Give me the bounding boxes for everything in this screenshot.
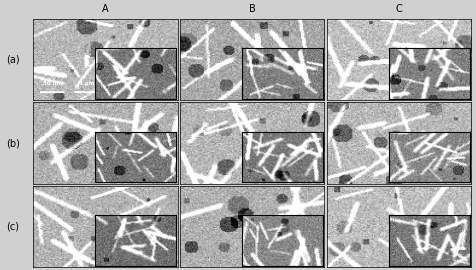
Text: A: A bbox=[102, 4, 109, 14]
Text: 5 μm: 5 μm bbox=[79, 82, 94, 86]
Text: B: B bbox=[249, 4, 256, 14]
Text: (b): (b) bbox=[6, 138, 20, 148]
Text: C: C bbox=[396, 4, 402, 14]
Text: 50 μm: 50 μm bbox=[42, 82, 62, 86]
Text: (a): (a) bbox=[6, 55, 20, 65]
Text: (c): (c) bbox=[6, 222, 19, 232]
